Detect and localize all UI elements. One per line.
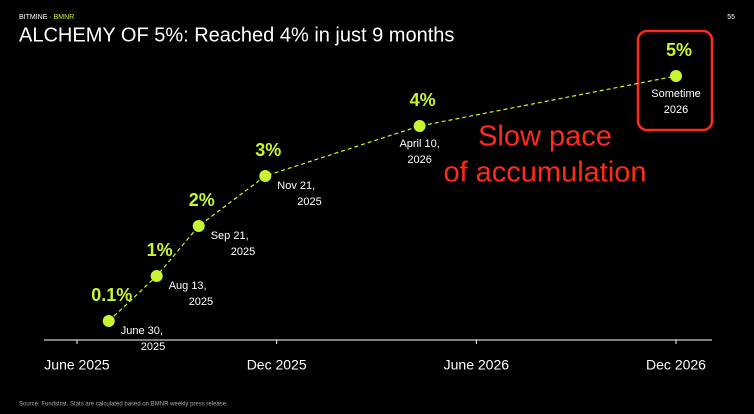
- series-line: [108, 75, 677, 322]
- value-label: 2%: [189, 190, 215, 210]
- value-label: 1%: [147, 240, 173, 260]
- data-point: [150, 270, 163, 282]
- point-label: Sep 21, 2025: [211, 230, 255, 258]
- page-number: 55: [727, 14, 735, 21]
- x-tick-label: June 2025: [44, 357, 110, 373]
- annotation: Slow pace: [478, 121, 612, 153]
- chart-title: ALCHEMY OF 5%: Reached 4% in just 9 mont…: [19, 24, 454, 46]
- point-label-line: 2025: [189, 296, 213, 308]
- point-label-line: 2026: [664, 104, 688, 116]
- x-tick-label: Dec 2026: [646, 357, 706, 373]
- brand: BITMINE · BMNR: [19, 14, 74, 21]
- point-label: Sometime 2026: [651, 88, 701, 116]
- value-label: 3%: [255, 140, 281, 160]
- point-label-line: April 10,: [399, 138, 439, 150]
- value-label: 0.1%: [91, 285, 132, 305]
- separator: ·: [47, 14, 53, 21]
- point-label-line: Sep 21,: [211, 230, 249, 242]
- point-label-line: Nov 21,: [277, 180, 315, 192]
- point-label: Nov 21, 2025: [277, 180, 321, 208]
- data-point: [192, 220, 205, 232]
- point-label: June 30, 2025: [121, 325, 165, 353]
- point-label-line: 2025: [231, 246, 255, 258]
- point-label: Aug 13, 2025: [169, 280, 213, 308]
- point-label: April 10, 2026: [399, 138, 439, 166]
- value-label: 5%: [666, 40, 692, 60]
- x-tick-label: Dec 2025: [247, 357, 307, 373]
- annotation: of accumulation: [443, 157, 646, 189]
- data-point: [413, 120, 426, 132]
- source: Source: Fundstrat. Stats are calculated …: [19, 402, 227, 408]
- point-label-line: 2025: [141, 341, 165, 353]
- point-label-line: Sometime: [651, 88, 701, 100]
- point-label-line: Aug 13,: [169, 280, 207, 292]
- data-point: [670, 70, 682, 82]
- value-label: 4%: [410, 90, 436, 110]
- ticker: BMNR: [54, 14, 75, 21]
- point-label-line: 2026: [407, 154, 431, 166]
- point-label-line: June 30,: [121, 325, 163, 337]
- data-point: [259, 170, 272, 182]
- data-point: [102, 315, 115, 327]
- x-tick-label: June 2026: [444, 357, 510, 373]
- highlight-box: [636, 29, 714, 132]
- brand-name: BITMINE: [19, 14, 48, 21]
- point-label-line: 2025: [297, 196, 321, 208]
